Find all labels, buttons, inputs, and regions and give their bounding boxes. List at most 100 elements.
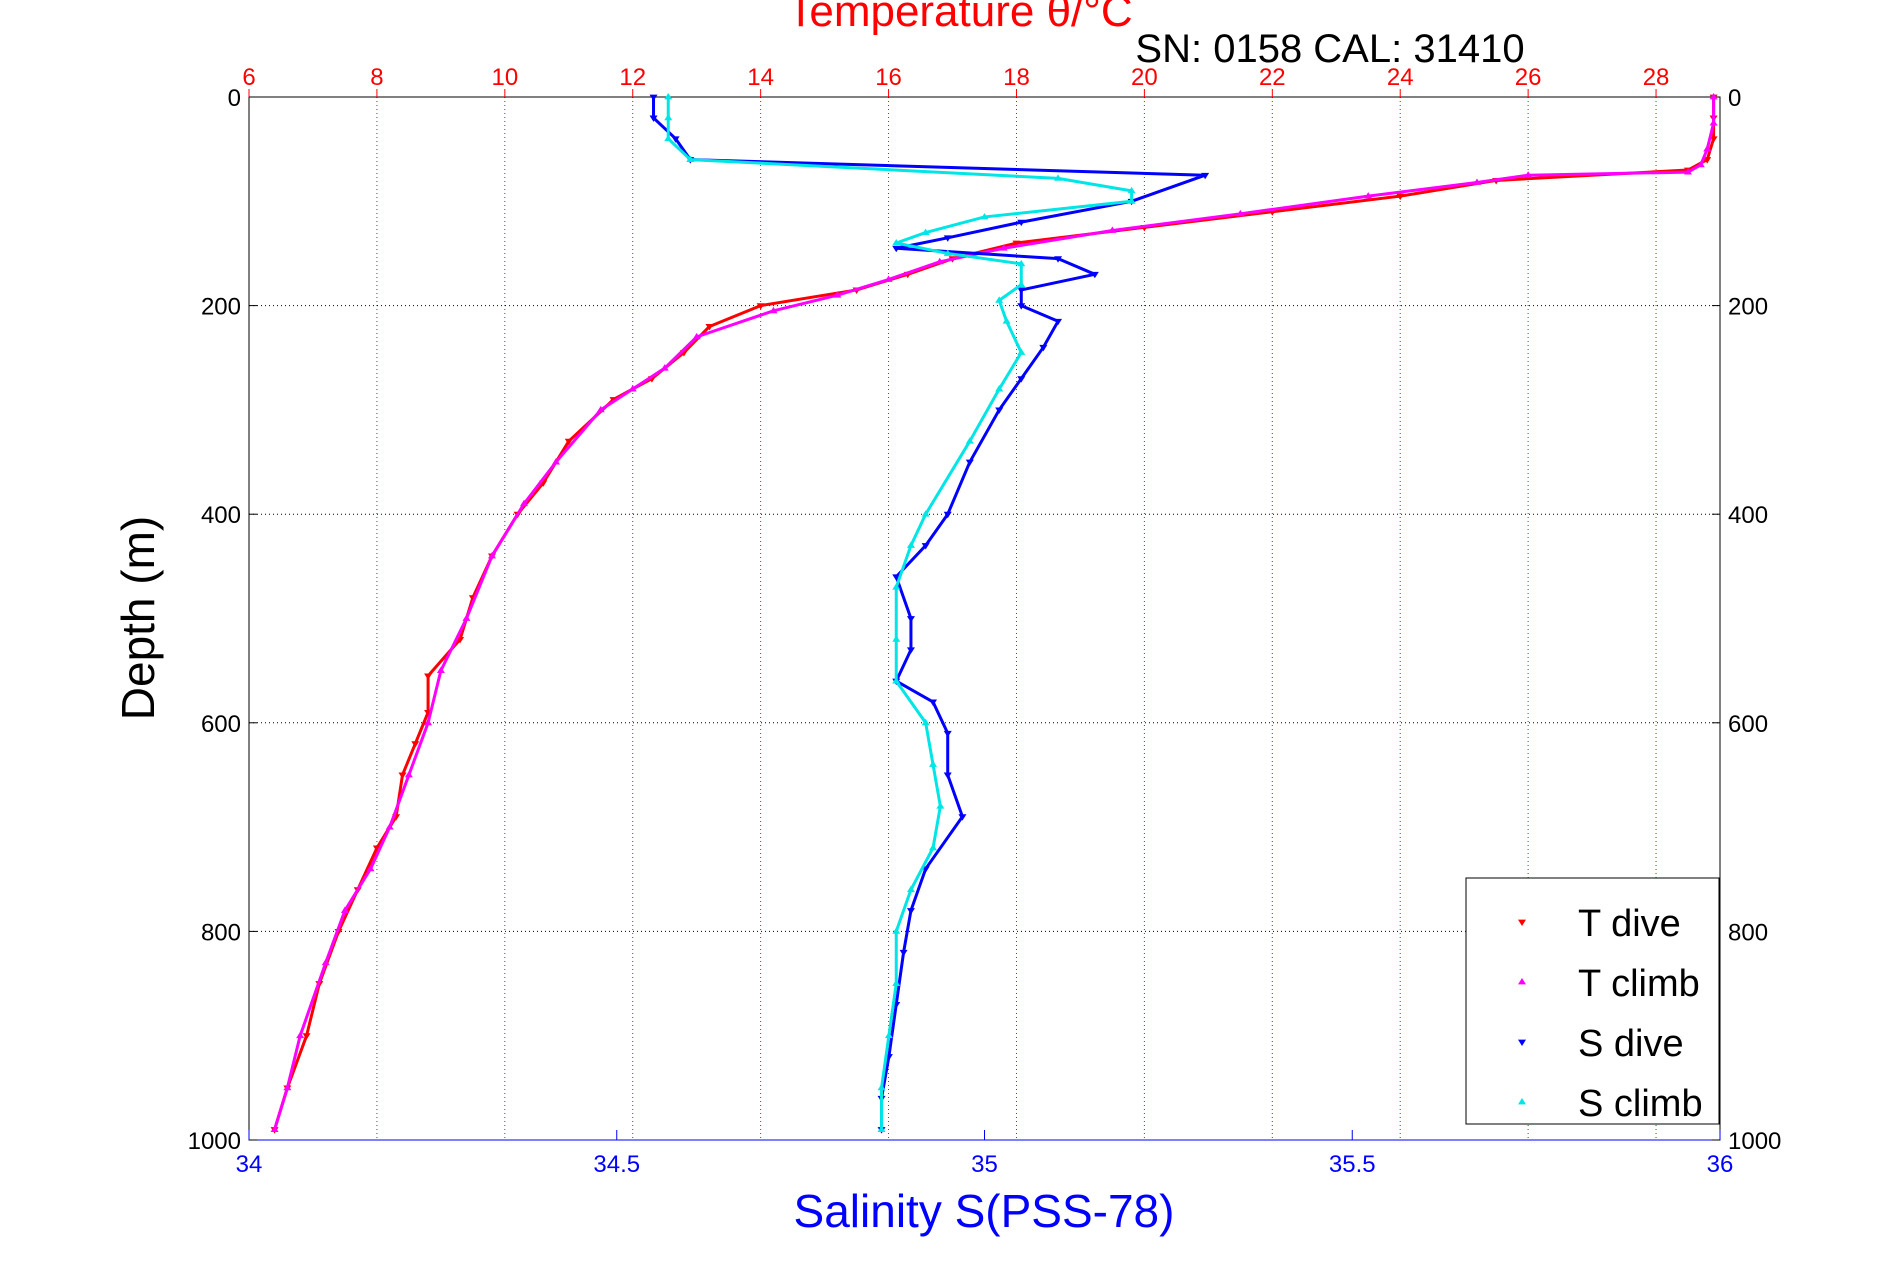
data-point (892, 635, 901, 642)
data-point (929, 699, 938, 706)
salinity-tick-label: 34.5 (593, 1151, 640, 1178)
data-point (892, 239, 901, 246)
data-point (1017, 303, 1026, 310)
legend-marker (1518, 978, 1526, 985)
data-point (892, 979, 901, 986)
x-axis-label: Salinity S(PSS-78) (794, 1185, 1175, 1237)
temperature-tick-label: 18 (1003, 64, 1030, 91)
legend-marker (1518, 919, 1526, 926)
data-point (488, 551, 497, 559)
data-point (664, 134, 673, 142)
data-point (628, 385, 637, 392)
depth-axis-left: 0 200 400 600 800 1000 (188, 85, 257, 1155)
temperature-tick-label: 20 (1131, 64, 1158, 91)
data-point (385, 823, 394, 830)
data-point (321, 958, 330, 966)
data-point (884, 1031, 893, 1039)
data-point (551, 458, 560, 465)
data-point (756, 303, 765, 310)
data-point (1054, 174, 1063, 181)
data-point (564, 438, 573, 446)
depth-tick-label-left: 400 (201, 502, 241, 529)
data-point (943, 730, 952, 738)
data-point (1017, 259, 1026, 267)
data-point (899, 949, 908, 957)
data-point (943, 772, 952, 779)
data-point (692, 332, 701, 340)
depth-tick-label-left: 200 (201, 294, 241, 321)
data-point (906, 616, 915, 623)
legend-marker (1518, 1098, 1526, 1105)
data-point (462, 614, 471, 621)
data-point (943, 235, 952, 242)
data-point (296, 1031, 305, 1039)
data-point (1703, 157, 1712, 164)
legend-label: S dive (1578, 1023, 1684, 1065)
serial-calibration-annotation: SN: 0158 CAL: 31410 (1135, 27, 1524, 71)
data-point (999, 244, 1008, 251)
legend: T dive T climb S dive S climb (1465, 877, 1720, 1125)
data-point (671, 136, 680, 143)
legend-label: S climb (1578, 1083, 1703, 1125)
data-point (884, 275, 893, 282)
depth-tick-label-left: 600 (201, 711, 241, 738)
salinity-axis: 34 34.5 35 35.5 36 (236, 1130, 1734, 1178)
legend-label: T dive (1578, 903, 1681, 945)
data-point (270, 1125, 279, 1132)
salinity-tick-label: 36 (1707, 1151, 1734, 1178)
data-point (995, 385, 1004, 392)
data-point (283, 1083, 292, 1091)
data-point (404, 770, 413, 778)
data-point (1017, 287, 1026, 294)
data-point (340, 906, 349, 913)
data-point (921, 510, 930, 517)
data-point (1709, 93, 1718, 100)
data-point (686, 155, 695, 162)
depth-tick-label-left: 800 (201, 919, 241, 946)
chart-title: Temperature θ/°C (787, 0, 1132, 36)
data-point (995, 296, 1004, 303)
data-point (302, 1033, 311, 1040)
data-point (1703, 145, 1712, 152)
data-point (1127, 186, 1136, 194)
data-point (649, 115, 658, 122)
data-point (892, 583, 901, 590)
depth-tick-label-right: 1000 (1728, 1128, 1781, 1155)
data-point (1108, 226, 1117, 233)
data-point (366, 864, 375, 872)
depth-tick-label-right: 600 (1728, 711, 1768, 738)
temperature-tick-label: 28 (1643, 64, 1670, 91)
data-point (1039, 344, 1048, 352)
y-axis-label: Depth (m) (112, 516, 164, 720)
data-point (1017, 219, 1026, 227)
data-point (1364, 192, 1373, 199)
series-t-climb (270, 93, 1718, 1132)
legend-marker (1518, 1039, 1526, 1046)
data-point (769, 306, 778, 314)
salinity-tick-label: 35 (971, 1151, 998, 1178)
data-point (1002, 317, 1011, 324)
legend-label: T climb (1578, 963, 1700, 1005)
temperature-tick-label: 26 (1515, 64, 1542, 91)
data-point (1201, 172, 1210, 180)
depth-tick-label-right: 0 (1728, 85, 1741, 112)
data-point (436, 666, 445, 674)
data-point (921, 718, 930, 726)
data-point (520, 499, 529, 507)
data-point (649, 94, 658, 101)
data-point (1017, 280, 1026, 288)
temperature-tick-label: 10 (491, 64, 518, 91)
data-point (943, 511, 952, 519)
data-point (965, 437, 974, 444)
data-point (664, 93, 673, 100)
depth-tick-label-right: 400 (1728, 502, 1768, 529)
data-point (935, 257, 944, 265)
temperature-tick-label: 24 (1387, 64, 1414, 91)
temperature-tick-label: 6 (242, 64, 255, 91)
data-point (958, 814, 967, 821)
data-point (1054, 318, 1063, 326)
data-point (1236, 209, 1245, 217)
data-point (906, 885, 915, 893)
data-point (411, 741, 420, 748)
